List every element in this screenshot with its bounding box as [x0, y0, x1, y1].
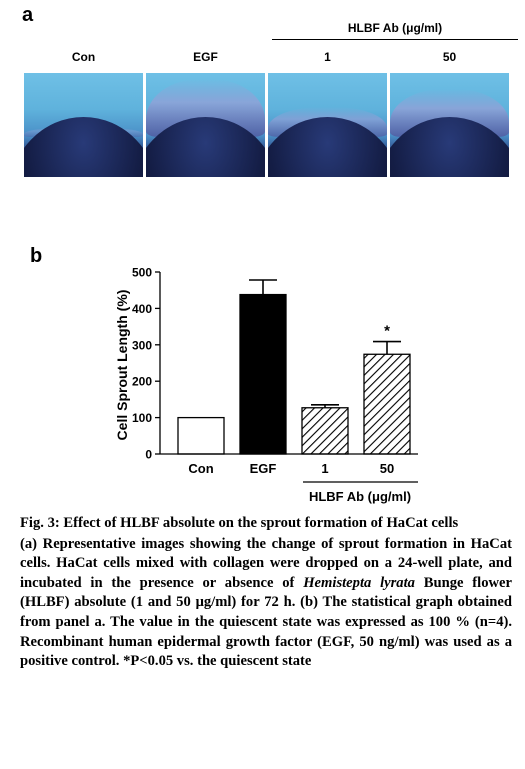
column-label-egf: EGF — [193, 50, 218, 64]
treatment-divider — [272, 39, 518, 40]
micrograph-1 — [268, 73, 387, 177]
x-tick-label: 50 — [380, 461, 394, 476]
column-label-50: 50 — [442, 50, 457, 64]
caption-text-part-1: (a) Representative images showing the ch… — [20, 535, 512, 591]
treatment-label: HLBF Ab (μg/ml) — [347, 21, 443, 35]
caption-species-name: Hemistepta lyrata — [303, 574, 415, 591]
x-tick-label: EGF — [250, 461, 277, 476]
caption-body: (a) Representative images showing the ch… — [20, 535, 512, 672]
caption-title: Fig. 3: Effect of HLBF absolute on the s… — [20, 515, 459, 531]
sprout-length-bar-chart: 0 100 200 300 400 500 * Con EGF 1 50 Cell Sprout… — [114, 266, 418, 504]
micrograph-con — [24, 73, 143, 177]
y-axis-label: Cell Sprout Length (%) — [114, 290, 130, 441]
figure-caption: Fig. 3: Effect of HLBF absolute on the s… — [20, 514, 512, 672]
bar-egf — [239, 293, 287, 455]
micrograph-egf — [146, 73, 265, 177]
bar-1 — [301, 407, 349, 455]
group-label: HLBF Ab (μg/ml) — [309, 489, 411, 504]
y-tick-label: 300 — [132, 338, 152, 352]
significance-marker: * — [384, 323, 390, 340]
y-axis: 0 100 200 300 400 500 — [132, 266, 161, 462]
bars: * — [177, 279, 411, 455]
panel-b-letter: b — [30, 245, 43, 267]
bar-50 — [363, 353, 411, 455]
x-tick-label: 1 — [321, 461, 328, 476]
x-tick-label: Con — [188, 461, 213, 476]
bar-con — [177, 416, 225, 455]
y-tick-label: 200 — [132, 375, 152, 389]
panel-a-letter: a — [22, 4, 34, 26]
caption-text-part-2: Bunge flower (HLBF) absolute (1 and 50 μ… — [20, 574, 513, 670]
y-tick-label: 400 — [132, 302, 152, 316]
y-tick-label: 500 — [132, 266, 152, 280]
y-tick-label: 100 — [132, 411, 152, 425]
column-label-con: Con — [71, 50, 96, 64]
micrograph-50 — [390, 73, 509, 177]
x-axis: Con EGF 1 50 — [160, 453, 418, 476]
y-tick-label: 0 — [145, 448, 152, 462]
column-label-1: 1 — [324, 50, 331, 64]
